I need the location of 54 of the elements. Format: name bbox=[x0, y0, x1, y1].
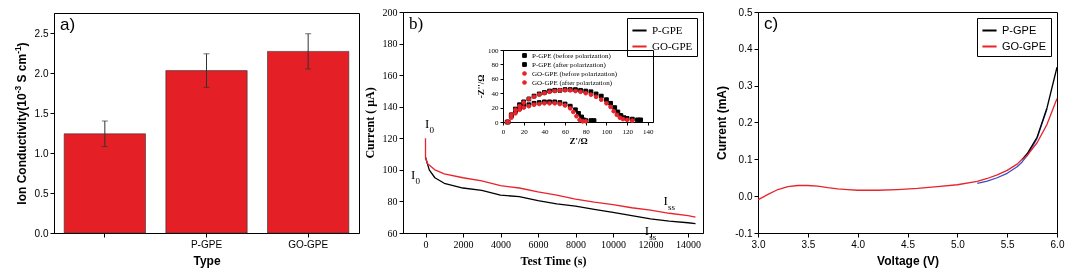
x-tick-label: 8000 bbox=[566, 238, 586, 250]
x-tick-label: 10000 bbox=[601, 238, 626, 250]
x-tick-label: 6000 bbox=[528, 238, 549, 250]
annotation: I$_{0}$ bbox=[425, 116, 435, 136]
y-tick-label: 0.4 bbox=[738, 43, 753, 55]
y-tick-label: 0.1 bbox=[738, 153, 753, 165]
x-tick-label: GO-GPE bbox=[288, 238, 329, 250]
y-tick-label: 2.0 bbox=[34, 67, 49, 79]
y-tick-label: 1.0 bbox=[34, 147, 49, 159]
x-axis-title: Z'/Ω bbox=[569, 135, 588, 146]
y-tick-label: 0.0 bbox=[738, 190, 753, 202]
annotation: b) bbox=[409, 14, 424, 33]
x-tick-label: 3.0 bbox=[751, 238, 766, 250]
annotation: I$_{ss}$ bbox=[663, 193, 676, 213]
x-axis-title: Test Time (s) bbox=[520, 253, 587, 268]
x-tick-label: 6.0 bbox=[1050, 238, 1065, 250]
x-tick-label: P-GPE bbox=[190, 238, 223, 250]
x-axis-title: Type bbox=[193, 253, 221, 268]
legend-label: P-GPE bbox=[652, 23, 683, 36]
y-tick-label: 200 bbox=[382, 6, 398, 18]
y-tick-label: 0.5 bbox=[738, 6, 753, 18]
y-tick-label: 0.3 bbox=[738, 80, 753, 92]
x-tick-label: 14000 bbox=[676, 238, 701, 250]
y-tick-label: 60 bbox=[387, 227, 398, 239]
y-axis-title: -Z''/Ω bbox=[476, 74, 486, 99]
x-tick-label: 4000 bbox=[491, 238, 511, 250]
y-tick-label: 80 bbox=[387, 195, 398, 207]
y-tick-label: -0.1 bbox=[735, 227, 753, 239]
x-tick-label: 5.0 bbox=[950, 238, 966, 250]
y-axis-title: Current ( μA) bbox=[362, 87, 377, 159]
x-tick-label: 4.0 bbox=[851, 238, 866, 250]
y-tick-label: 100 bbox=[382, 164, 398, 176]
x-axis-title: Voltage (V) bbox=[877, 253, 939, 268]
x-tick-label: 5.5 bbox=[1000, 238, 1016, 250]
legend-label: GO-GPE bbox=[652, 39, 693, 52]
x-tick-label: 0 bbox=[423, 238, 429, 250]
x-tick-label: 2000 bbox=[453, 238, 474, 250]
y-tick-label: 0.5 bbox=[34, 187, 49, 199]
annotation: a) bbox=[60, 15, 76, 34]
y-tick-label: 0.0 bbox=[34, 227, 49, 239]
y-tick-label: 1.5 bbox=[34, 107, 49, 119]
annotation: I$_{0}$ bbox=[411, 167, 421, 187]
y-axis-title: Current (mA) bbox=[715, 86, 730, 160]
y-tick-label: 2.5 bbox=[34, 27, 49, 39]
annotation: c) bbox=[764, 14, 779, 33]
x-tick-label: 12000 bbox=[638, 238, 664, 250]
y-tick-label: 0.2 bbox=[738, 117, 753, 128]
x-tick-label: 4.5 bbox=[901, 238, 916, 250]
y-tick-label: 160 bbox=[382, 69, 398, 81]
legend-label: P-GPE bbox=[1002, 23, 1037, 36]
y-tick-label: 180 bbox=[382, 38, 398, 50]
y-tick-label: 140 bbox=[382, 101, 398, 113]
legend-label: GO-GPE bbox=[1002, 39, 1047, 52]
x-tick-label: 3.5 bbox=[801, 238, 816, 250]
